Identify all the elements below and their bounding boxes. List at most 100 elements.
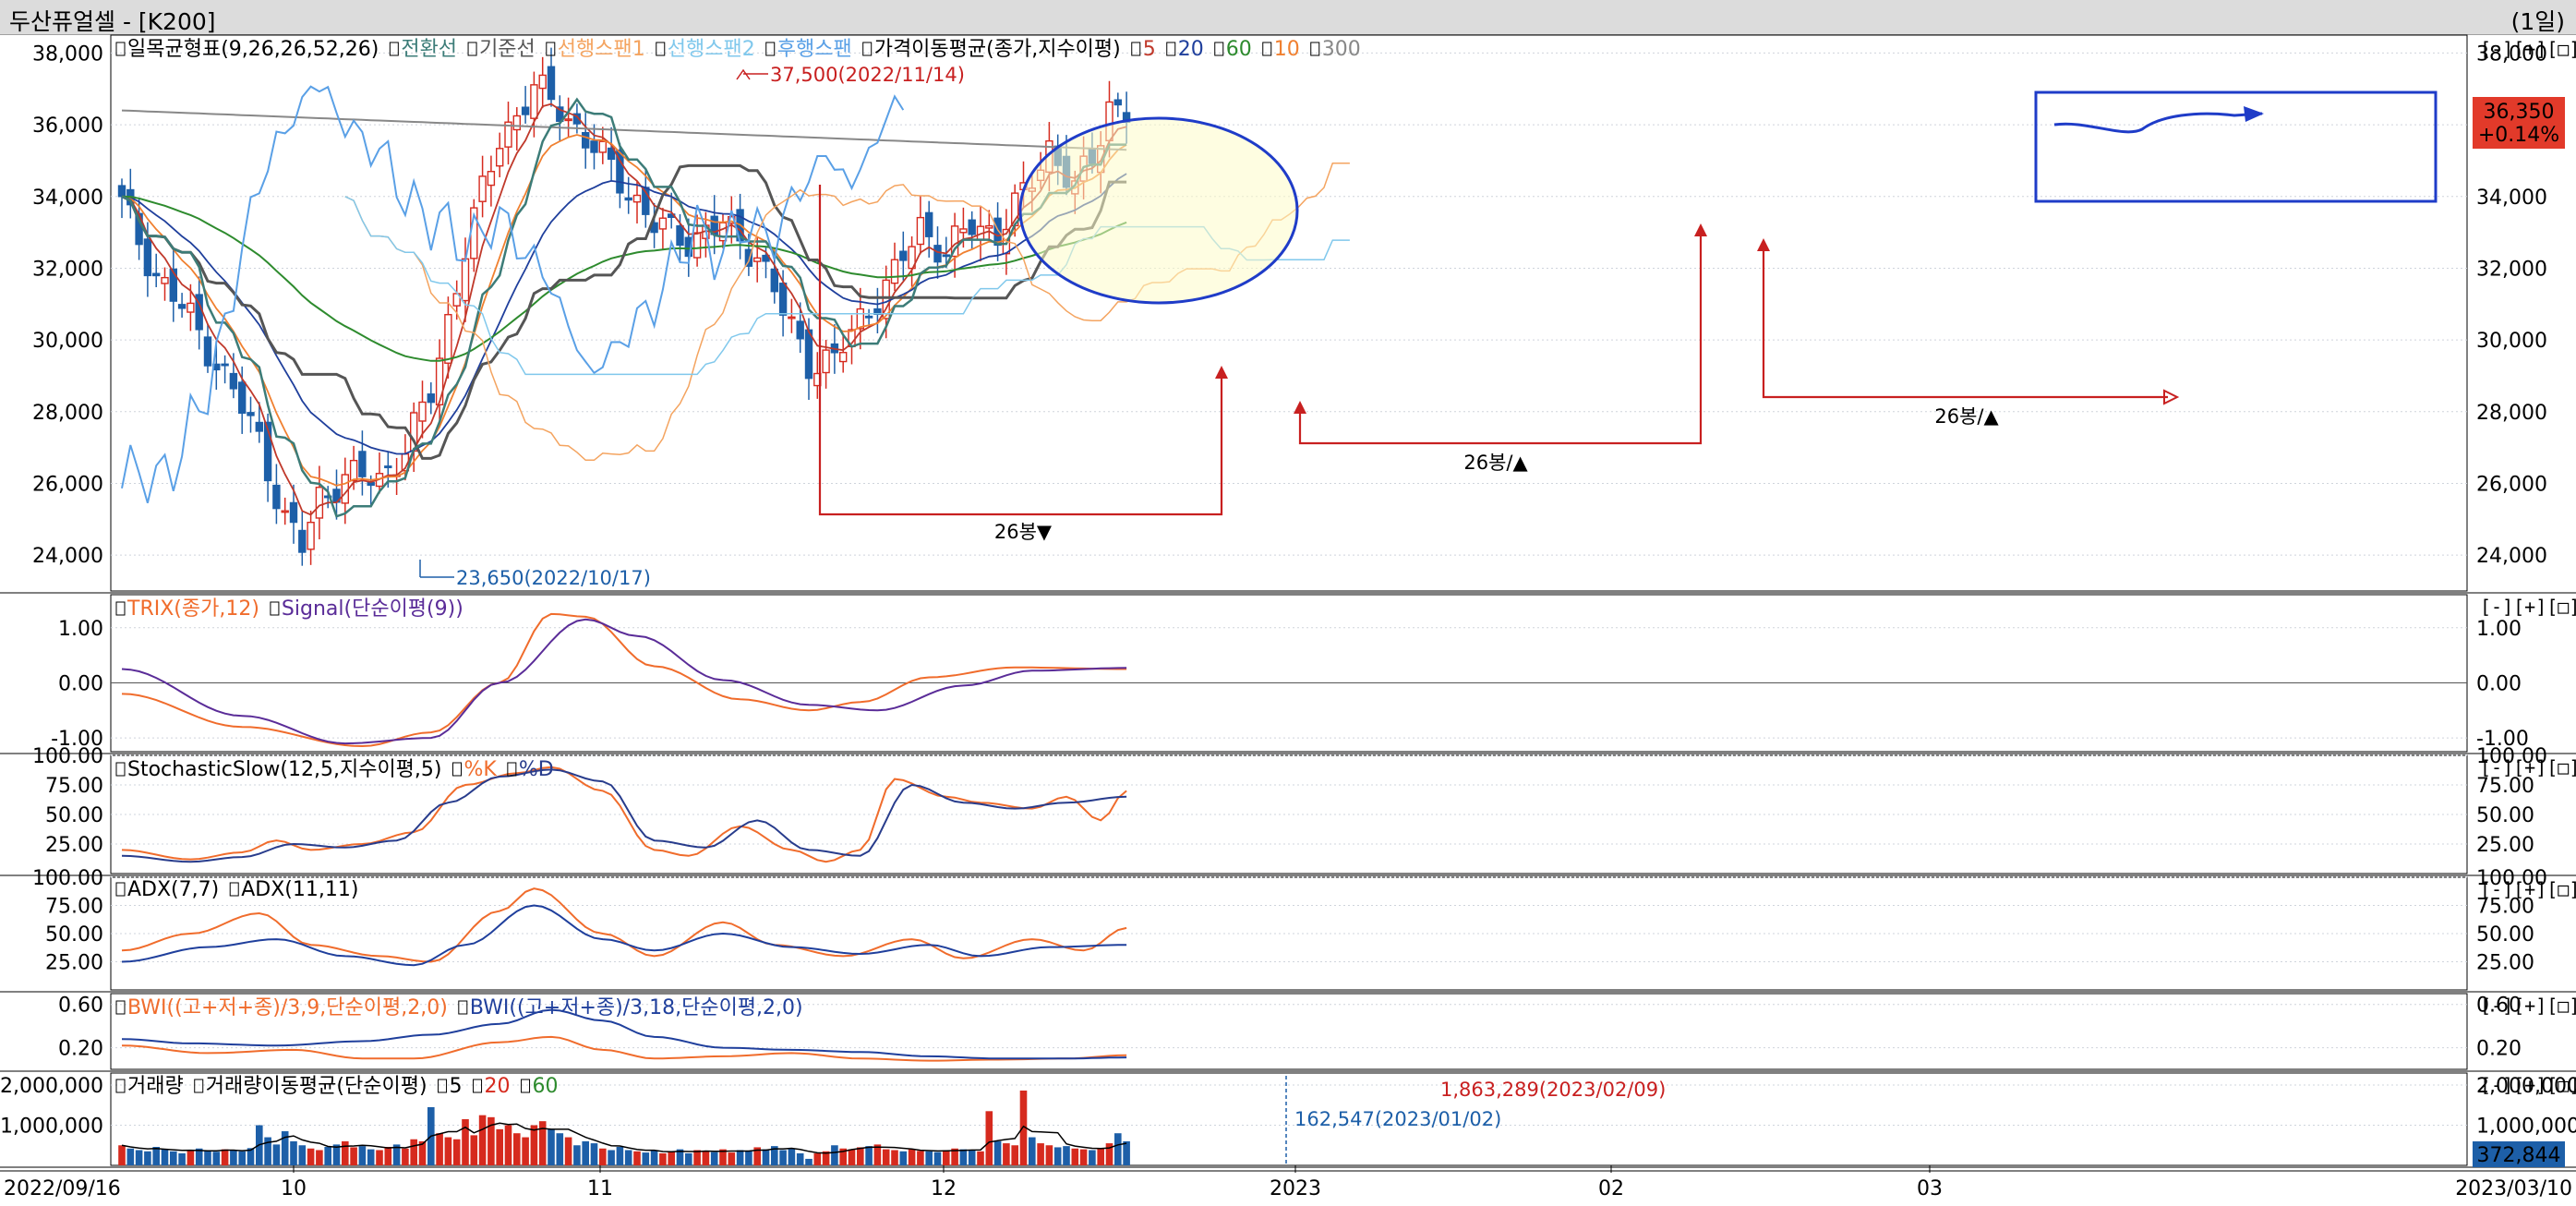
last-price-badge [2473,97,2565,149]
volume-bar [796,1152,804,1165]
volume-bar [504,1125,512,1165]
volume-bar [195,1148,203,1165]
adx-tick-right: 100.00 [2476,867,2547,890]
candle [556,106,564,122]
stoch-tick-left: 75.00 [45,775,103,798]
volume-bar [736,1150,744,1165]
volume-bar [272,1144,281,1165]
candle [461,258,470,302]
volume-bar [350,1147,357,1165]
volume-bar [247,1148,255,1165]
volume-bar [118,1145,126,1165]
price-legend-swatch [1310,42,1320,56]
candle [478,175,487,202]
volume-bar [230,1150,237,1165]
volume-legend-swatch [438,1079,448,1093]
adx-tick-left: 50.00 [45,923,103,947]
x-label-month: 12 [931,1177,957,1200]
candle [942,254,950,258]
volume-bar [204,1151,211,1165]
price-legend-9: 20 [1178,38,1204,61]
price-legend-7: 가격이동평균(종가,지수이평) [874,38,1121,61]
volume-bar [1114,1133,1122,1165]
price-panel[interactable] [117,47,2438,566]
candle [856,308,864,330]
panel-trix [110,594,2468,753]
lagging-span-line [121,85,905,503]
volume-bar [178,1152,186,1165]
price-legend-swatch [467,42,477,56]
candle [822,349,830,374]
volume-bar [298,1145,307,1165]
x-label-start: 2022/09/16 [4,1177,121,1200]
candle [624,197,632,201]
x-label-month: 2023 [1270,1177,1321,1200]
stoch-legend-swatch [452,762,462,777]
volume-ma5-line [121,1122,1127,1154]
candle [632,194,642,203]
stoch-legend-1: StochasticSlow(12,5,지수이평,5) [127,758,442,781]
volume-bar [762,1149,770,1165]
volume-tick-right: 2,000,000 [2476,1075,2576,1098]
volume-bar [745,1151,752,1165]
candle [444,314,452,364]
stoch-tick-right: 25.00 [2476,834,2534,857]
low-label: 23,650(2022/10/17) [456,567,651,589]
chart-area[interactable]: [-][+][□][X] [-][+][□][X] [-][+][□][X] [-][… [0,34,2576,1206]
candle [496,148,504,167]
candle [161,276,169,284]
volume-bar [556,1133,564,1165]
price-legend-2: 전환선 [401,38,457,61]
candle [512,115,521,131]
volume-bar [332,1144,341,1165]
volume-legend-5: 60 [533,1075,559,1098]
volume-bar [187,1150,195,1165]
bwi-legend-2: BWI((고+저+종)/3,18,단순이평,2,0) [470,996,803,1019]
candle [187,302,195,313]
bwi-legend-swatch [458,1000,468,1015]
price-legend-swatch [765,42,776,56]
stoch-legend-3: %D [519,758,554,781]
candle [221,363,229,367]
price-legend-swatch [389,42,399,56]
high-marker [736,68,751,80]
panel-controls: [-][+][□][X] [2480,756,2576,778]
offset-arrow-3 [1757,238,1770,251]
volume-bars [118,1090,1130,1165]
volume-bar [702,1151,710,1165]
volume-bar [771,1146,778,1165]
volume-bar [358,1146,367,1165]
candle [263,421,272,482]
volume-bar [873,1144,882,1165]
volume-legend-swatch [115,1079,126,1093]
offset-label-3: 26봉/▲ [1934,405,1999,428]
adx-series-2-line [121,904,1127,967]
volume-bar [152,1147,160,1165]
candle [341,474,349,504]
price-legend-3: 기준선 [479,38,536,61]
volume-bar [659,1152,667,1165]
volume-bar [753,1147,761,1165]
candle [950,225,959,258]
price-tick-left: 36,000 [32,115,103,138]
price-tick-left: 34,000 [32,187,103,210]
volume-bar [1105,1143,1113,1165]
price-legend-11: 10 [1274,38,1300,61]
volume-legend-4: 20 [485,1075,511,1098]
candle [521,106,530,115]
price-legend-5: 선행스팬2 [668,38,755,61]
volume-bar [530,1125,538,1165]
volume-bar [1019,1090,1028,1165]
volume-bar [710,1152,718,1165]
candle [367,481,375,487]
price-legend-swatch [1262,42,1272,56]
adx-legend-swatch [229,882,239,897]
volume-bar [1053,1147,1062,1165]
volume-bar [865,1146,873,1165]
price-tick-left: 26,000 [32,473,103,496]
volume-bar [848,1149,856,1165]
volume-bar [633,1151,641,1165]
volume-bar [925,1151,933,1165]
price-legend-swatch [546,42,556,56]
price-tick-left: 32,000 [32,258,103,281]
